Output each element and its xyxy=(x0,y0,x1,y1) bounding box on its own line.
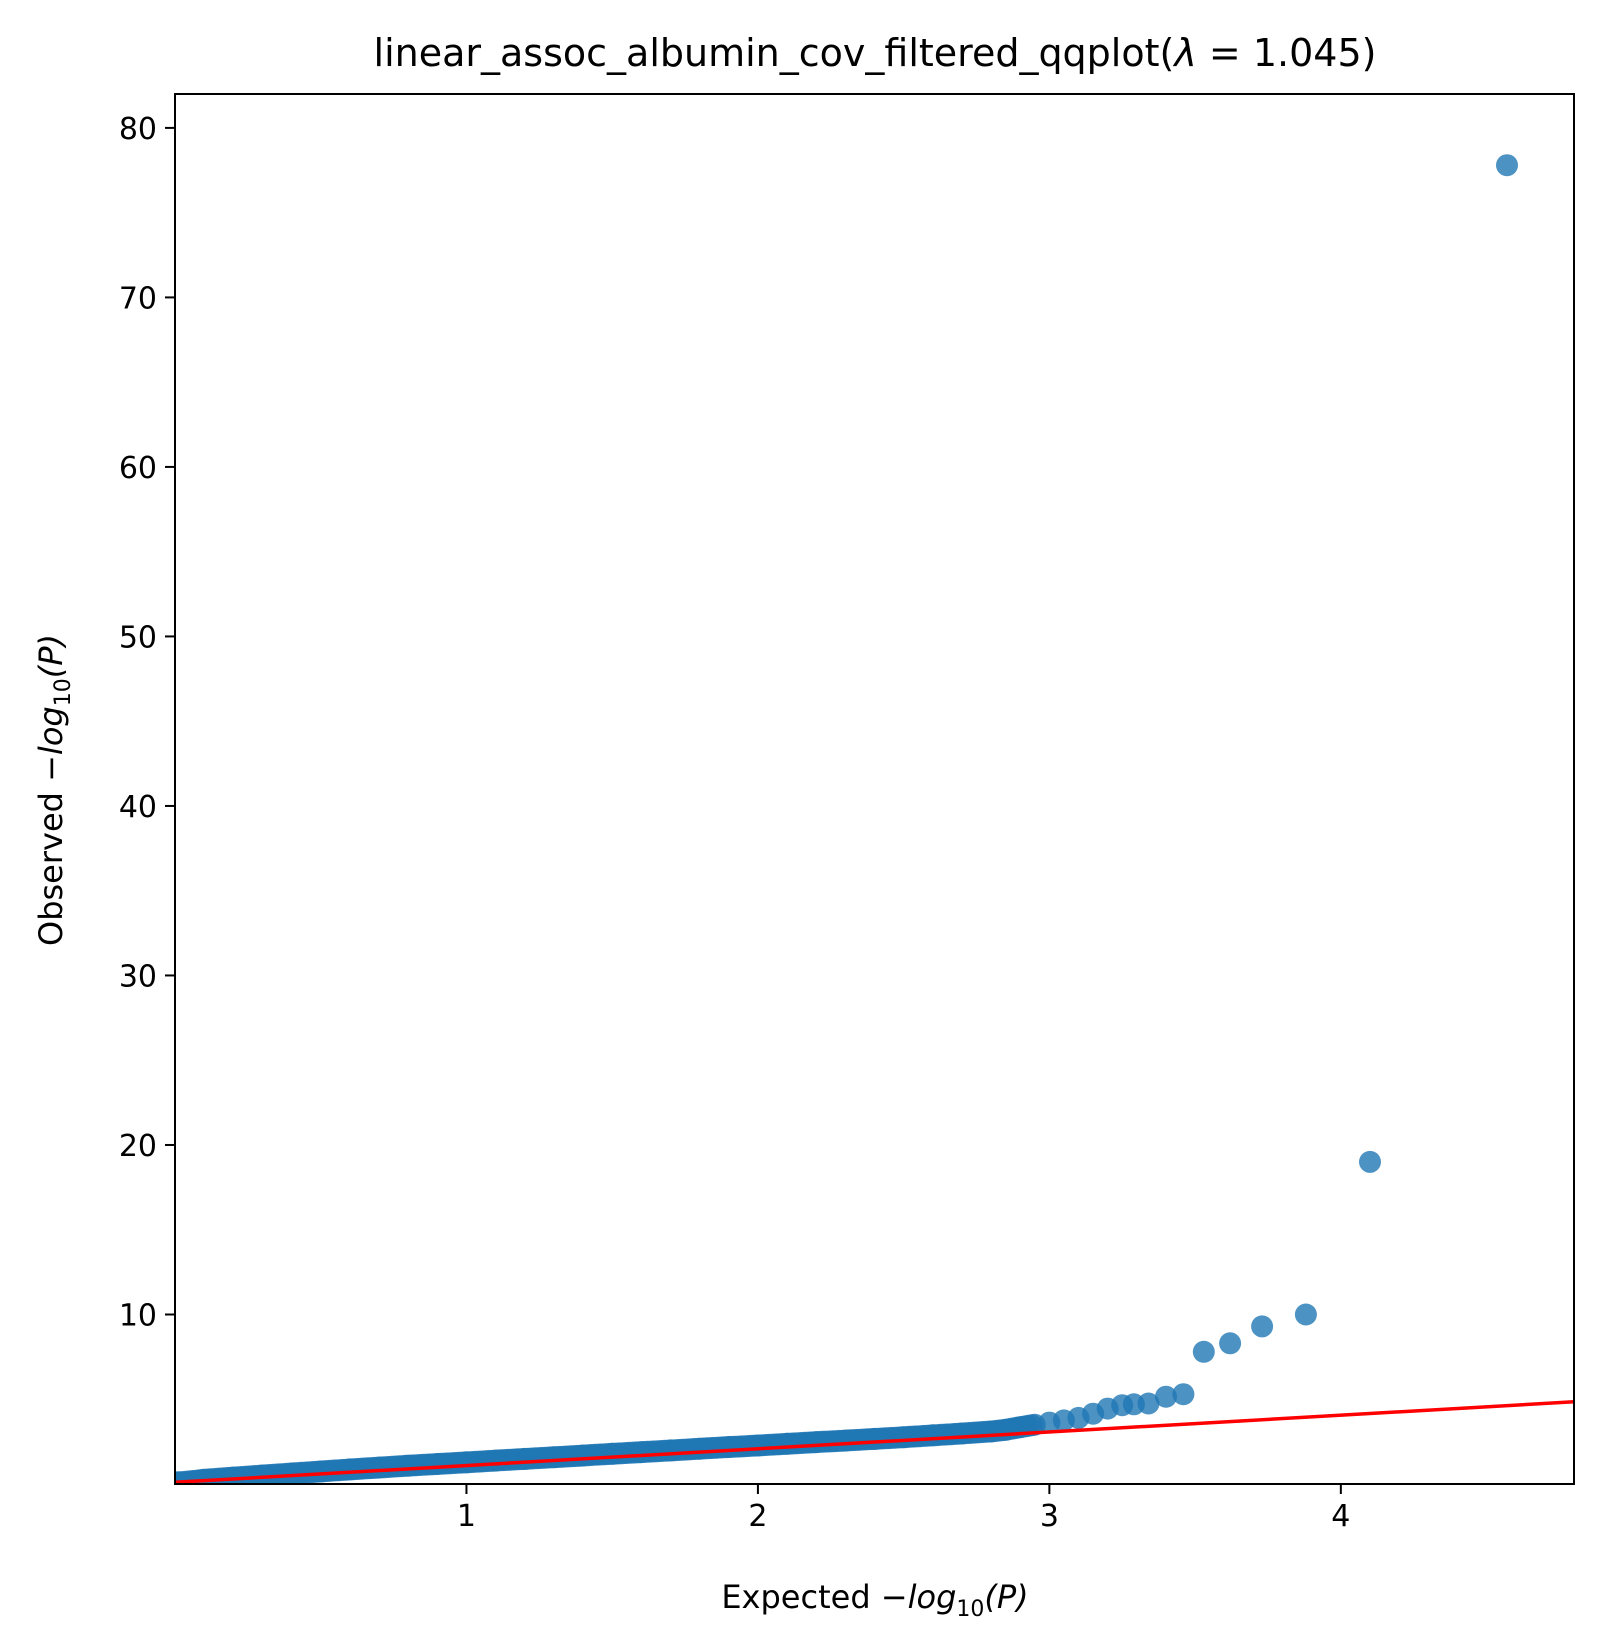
scatter-point xyxy=(776,1432,799,1455)
scatter-point xyxy=(513,1447,536,1470)
y-axis-label: Observed −log10(P) xyxy=(32,634,76,946)
scatter-point xyxy=(542,1446,565,1469)
scatter-point xyxy=(630,1441,653,1464)
scatter-point xyxy=(863,1427,886,1450)
y-tick-label: 30 xyxy=(119,959,157,994)
scatter-point xyxy=(455,1451,478,1474)
y-tick-label: 40 xyxy=(119,790,157,825)
scatter-point xyxy=(834,1429,857,1452)
y-tick-label: 10 xyxy=(119,1298,157,1333)
y-tick-label: 80 xyxy=(119,112,157,147)
y-tick-label: 60 xyxy=(119,451,157,486)
scatter-point xyxy=(1294,1303,1317,1326)
x-tick-label: 3 xyxy=(1040,1499,1059,1534)
scatter-point xyxy=(659,1439,682,1462)
scatter-point xyxy=(601,1442,624,1465)
scatter-point xyxy=(892,1426,915,1449)
title-lambda: λ xyxy=(1172,31,1197,75)
title-main: linear_assoc_albumin_cov_filtered_qqplot… xyxy=(374,31,1175,75)
scatter-point xyxy=(805,1431,828,1454)
reference-line xyxy=(175,1400,1574,1484)
plot-frame xyxy=(174,93,1575,1485)
y-axis-label-subscript: 10 xyxy=(51,678,76,706)
y-axis-label-log: log xyxy=(32,706,70,755)
chart-title: linear_assoc_albumin_cov_filtered_qqplot… xyxy=(374,31,1377,75)
x-axis-label: Expected −log10(P) xyxy=(721,1578,1028,1622)
x-axis-label-arg: (P) xyxy=(984,1578,1028,1616)
scatter-point xyxy=(1251,1315,1274,1338)
y-tick-label: 50 xyxy=(119,620,157,655)
scatter-point xyxy=(1155,1385,1177,1408)
y-axis-label-prefix: Observed − xyxy=(32,755,70,946)
scatter-point xyxy=(746,1434,769,1457)
y-tick-label: 20 xyxy=(119,1129,157,1164)
scatter-point xyxy=(921,1424,944,1447)
scatter-point xyxy=(1192,1340,1215,1363)
scatter-point xyxy=(1172,1383,1195,1406)
plot-area: 1 2 3 4 10 20 30 40 50 60 70 80 xyxy=(119,93,1575,1534)
scatter-point xyxy=(1496,154,1518,177)
x-tick-label: 4 xyxy=(1331,1499,1350,1534)
scatter-point xyxy=(280,1462,303,1484)
data-layer xyxy=(175,154,1574,1484)
scatter-point xyxy=(1359,1150,1381,1173)
title-eq: = 1.045) xyxy=(1197,31,1377,75)
x-axis-label-subscript: 10 xyxy=(956,1597,984,1622)
x-tick-label: 2 xyxy=(748,1499,767,1534)
y-tick-label: 70 xyxy=(119,281,157,316)
scatter-point xyxy=(572,1444,594,1467)
scatter-point xyxy=(484,1449,507,1472)
scatter-point xyxy=(1219,1332,1242,1355)
x-axis-label-prefix: Expected − xyxy=(721,1578,907,1616)
x-axis-label-log: log xyxy=(908,1578,957,1616)
scatter-point xyxy=(1137,1392,1160,1415)
scatter-point xyxy=(950,1422,973,1445)
scatter-point xyxy=(309,1460,332,1483)
x-tick-label: 1 xyxy=(457,1499,476,1534)
y-axis-label-arg: (P) xyxy=(32,634,70,678)
scatter-point xyxy=(426,1453,449,1475)
scatter-point xyxy=(688,1437,711,1460)
scatter-point xyxy=(368,1456,390,1479)
scatter-point xyxy=(397,1454,420,1477)
scatter-point xyxy=(338,1458,361,1481)
scatter-point xyxy=(717,1436,740,1458)
